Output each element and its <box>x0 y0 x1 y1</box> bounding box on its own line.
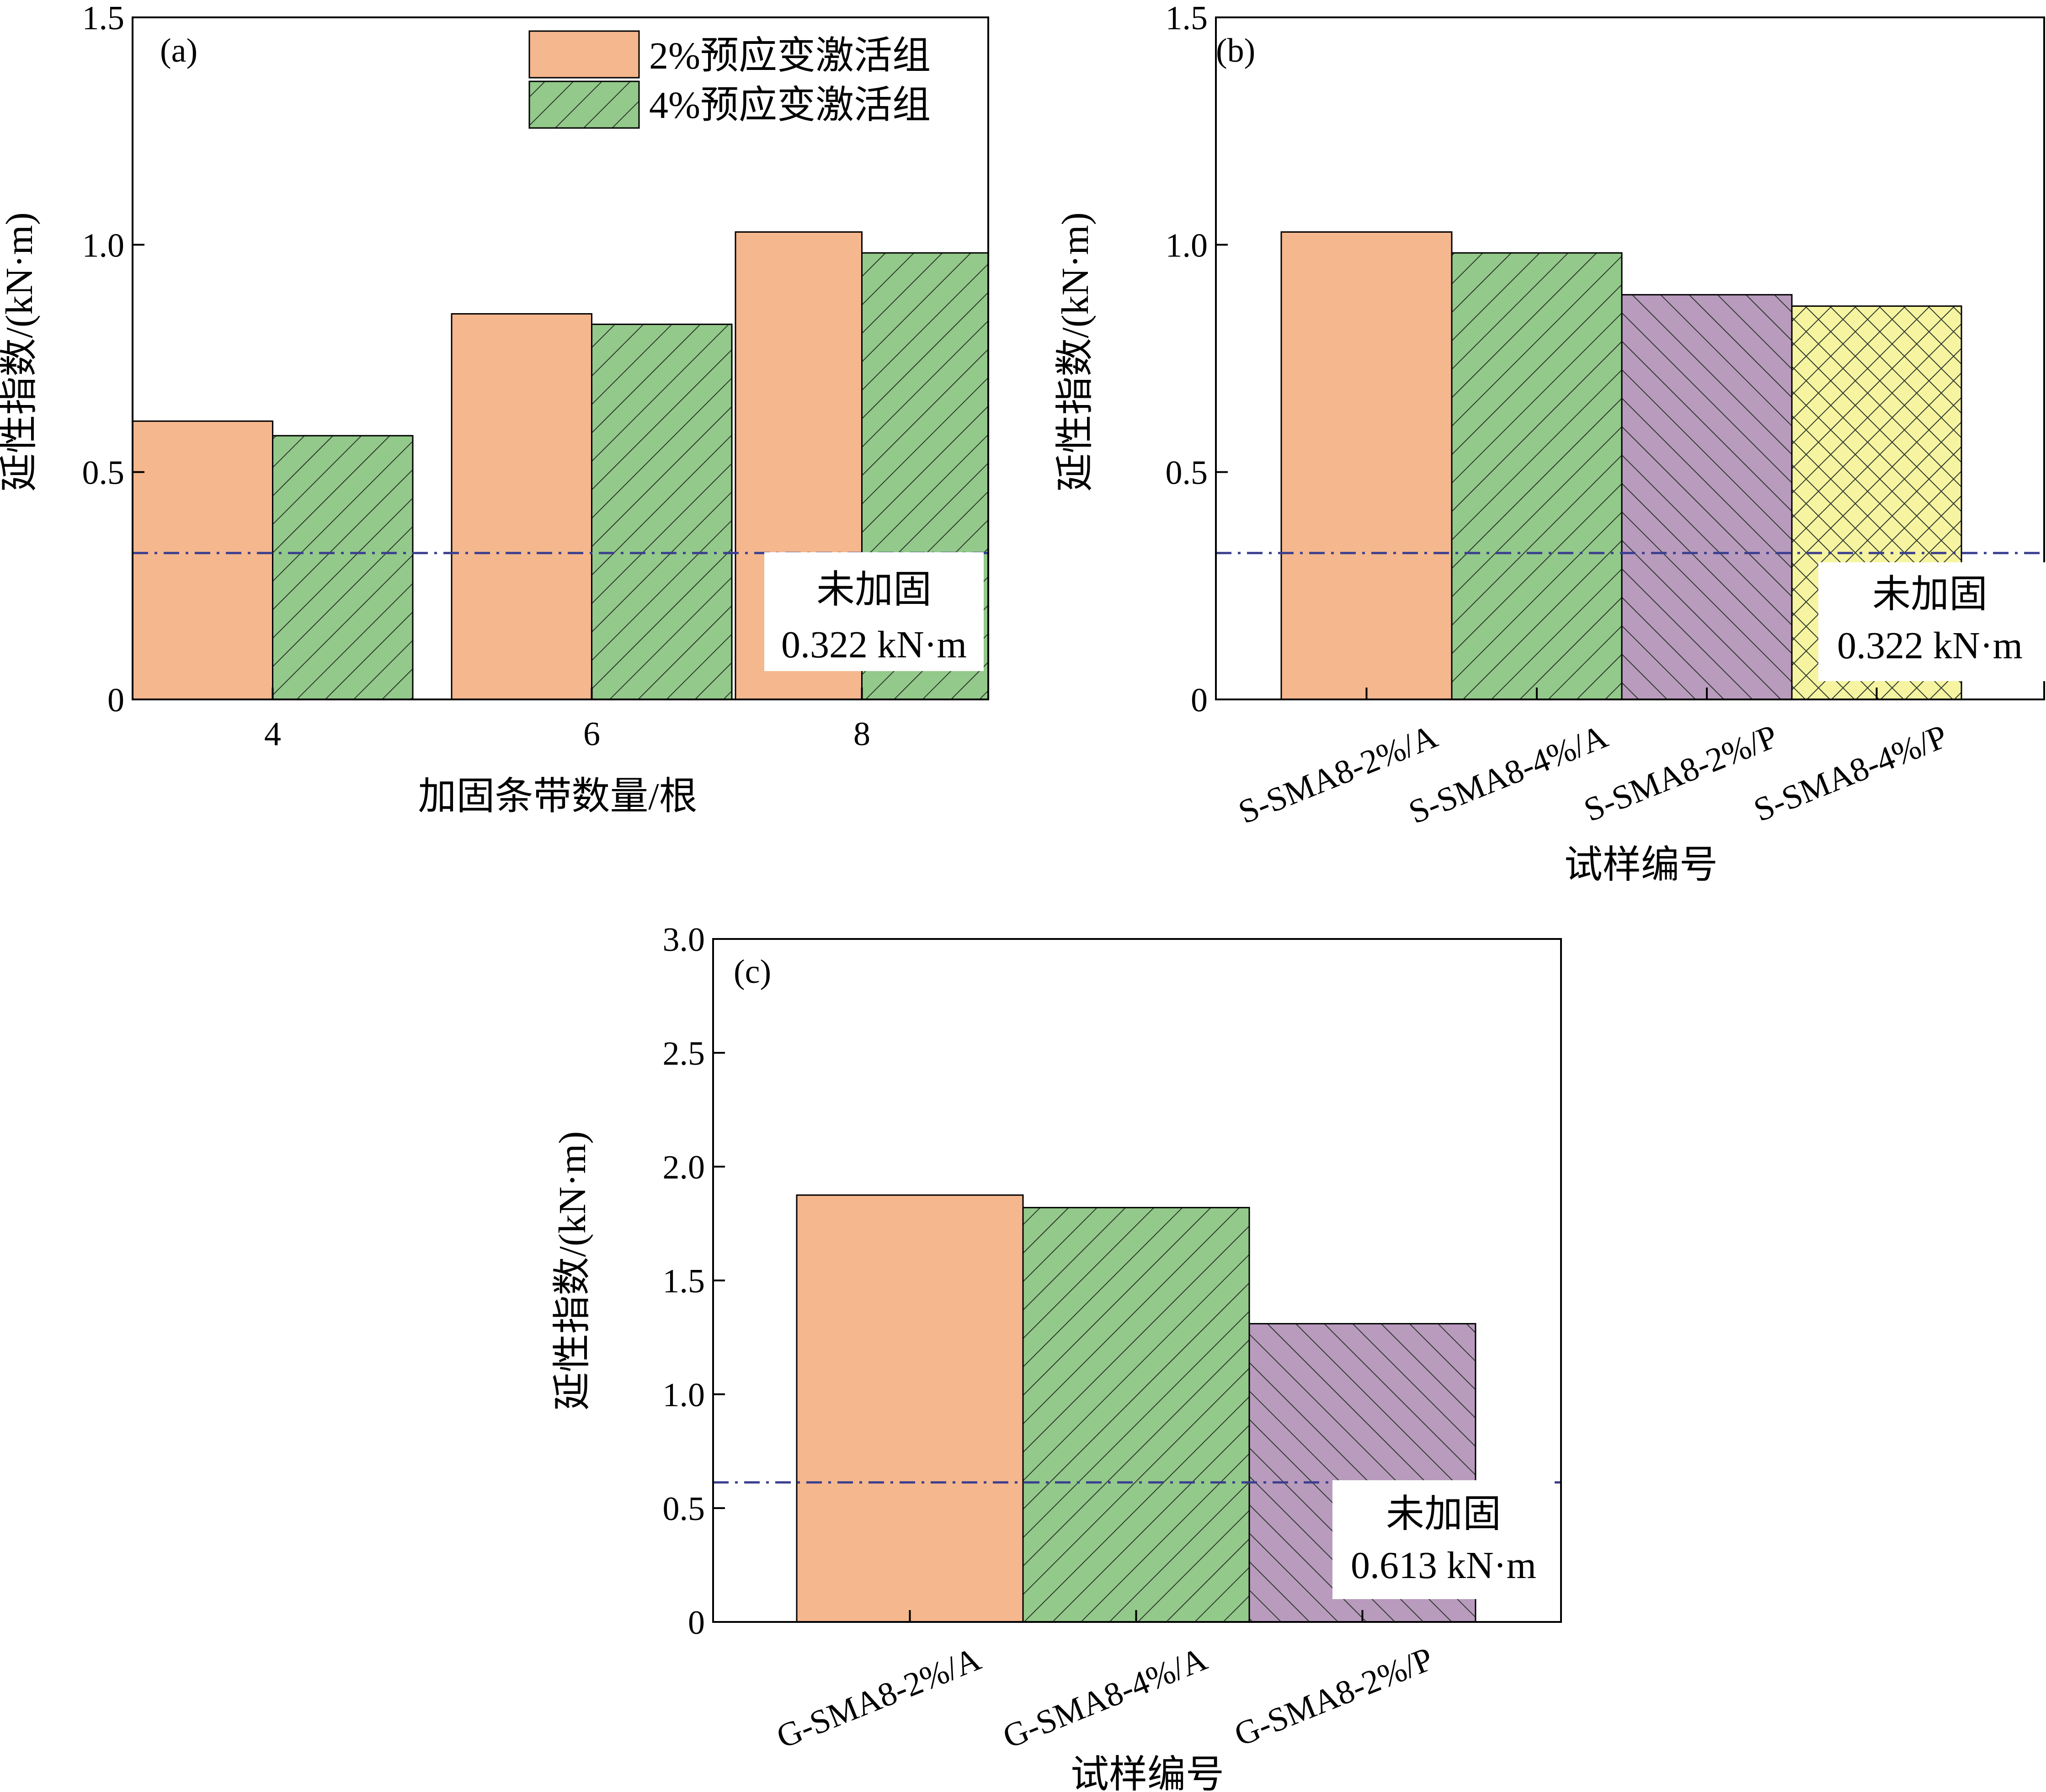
x-tick-label-b-3: S-SMA8-4%/P <box>1749 718 1953 829</box>
annotation-c: 未加固 0.613 kN·m <box>1332 1480 1555 1599</box>
chart-panel-b: 00.51.01.5S-SMA8-2%/AS-SMA8-4%/AS-SMA8-2… <box>1054 0 2045 886</box>
bar-b-3 <box>1621 294 1793 700</box>
xlabel-c: 试样编号 <box>1071 1754 1224 1792</box>
plot-frame-a <box>132 16 989 700</box>
y-tick-label-a-3: 1.5 <box>82 0 125 37</box>
y-tick-label-a-2: 1.0 <box>82 227 125 264</box>
bar-c-2 <box>1022 1207 1250 1623</box>
bar-a-4-s2 <box>272 435 414 700</box>
y-tick-label-c-2: 1.0 <box>663 1376 705 1414</box>
legend-swatch-series-1 <box>528 30 640 79</box>
annotation-a-line1: 未加固 <box>816 569 932 611</box>
y-tick-label-b-2: 1.0 <box>1166 227 1208 264</box>
x-tick-label-a-1: 6 <box>583 715 600 753</box>
y-tick-label-c-5: 2.5 <box>663 1035 705 1072</box>
annotation-b-line2: 0.322 kN·m <box>1837 624 2023 667</box>
annotation-b: 未加固 0.322 kN·m <box>1818 562 2045 681</box>
y-tick-label-a-1: 0.5 <box>82 454 125 492</box>
y-tick-label-b-0: 0 <box>1191 682 1208 719</box>
annotation-a-line2: 0.322 kN·m <box>781 624 967 666</box>
legend-label-series-2: 4%预应变激活组 <box>649 84 931 127</box>
y-tick-label-b-3: 1.5 <box>1166 0 1208 37</box>
x-tick-label-c-1: G-SMA8-4%/A <box>998 1640 1212 1756</box>
chart-panel-c: 0 0.5 1.0 1.5 2.0 2.5 3.0 G-SMA8-2%/A G-SMA8-4%/… <box>551 921 1562 1792</box>
ylabel-a: 延性指数/(kN·m) <box>0 212 41 491</box>
annotation-c-line2: 0.613 kN·m <box>1351 1544 1536 1587</box>
x-tick-label-c-2: G-SMA8-2%/P <box>1229 1640 1439 1754</box>
legend-label-series-1: 2%预应变激活组 <box>649 35 931 77</box>
chart-panel-a: 0 0.5 1.0 1.5 4 6 8 延性指数/(kN·m) 加固条带数量/根 (a) 2… <box>0 0 989 818</box>
x-tick-label-a-0: 4 <box>264 715 281 753</box>
plot-layer-c: 0 0.5 1.0 1.5 2.0 2.5 3.0 G-SMA8-2%/A G-SMA8-4%/… <box>663 921 1562 1756</box>
y-tick-label-c-4: 2.0 <box>663 1149 705 1186</box>
bar-b-1 <box>1280 231 1453 700</box>
y-tick-label-c-0: 0 <box>688 1604 705 1642</box>
ylabel-c: 延性指数/(kN·m) <box>551 1131 594 1410</box>
panel-tag-b: (b) <box>1216 32 1255 69</box>
x-tick-label-b-2: S-SMA8-2%/P <box>1579 718 1783 829</box>
y-tick-label-b-1: 0.5 <box>1166 454 1208 492</box>
bar-c-1 <box>796 1194 1024 1623</box>
panel-tag-a: (a) <box>160 32 197 69</box>
annotation-c-line1: 未加固 <box>1386 1493 1501 1536</box>
annotation-a: 未加固 0.322 kN·m <box>764 552 984 671</box>
bar-b-2 <box>1451 252 1623 700</box>
bar-a-6-s1 <box>451 313 592 700</box>
x-tick-label-a-2: 8 <box>853 715 870 753</box>
xlabel-b: 试样编号 <box>1564 844 1718 886</box>
plot-layer-b: 00.51.01.5S-SMA8-2%/AS-SMA8-4%/AS-SMA8-2… <box>1166 0 2045 831</box>
ylabel-b: 延性指数/(kN·m) <box>1054 212 1097 491</box>
legend-swatch-series-2 <box>528 80 640 129</box>
bar-a-6-s2 <box>591 323 733 700</box>
plot-frame-b <box>1215 16 2045 700</box>
y-tick-label-c-6: 3.0 <box>663 921 705 959</box>
legend-a: 2%预应变激活组 4%预应变激活组 <box>528 30 931 129</box>
y-tick-label-a-0: 0 <box>107 682 124 719</box>
y-tick-label-c-1: 0.5 <box>663 1490 705 1528</box>
bar-a-4-s1 <box>132 420 273 700</box>
x-tick-label-c-0: G-SMA8-2%/A <box>772 1640 986 1756</box>
xlabel-a: 加固条带数量/根 <box>418 775 697 818</box>
panel-tag-c: (c) <box>734 953 771 991</box>
annotation-b-line1: 未加固 <box>1872 573 1987 616</box>
y-tick-label-c-3: 1.5 <box>663 1263 705 1300</box>
